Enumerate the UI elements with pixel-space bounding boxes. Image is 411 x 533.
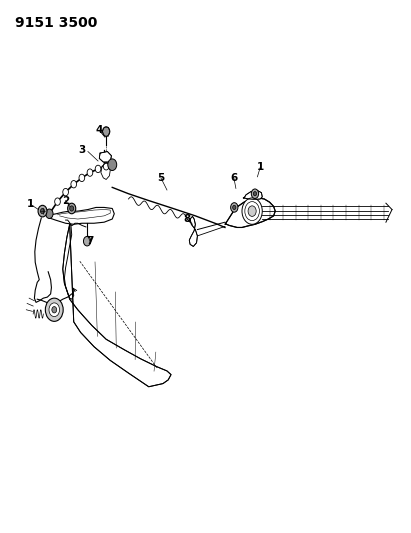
Polygon shape [63,224,171,387]
Circle shape [46,209,53,219]
Circle shape [52,306,57,313]
Circle shape [95,165,101,173]
Circle shape [108,159,117,171]
Circle shape [46,210,52,217]
Circle shape [49,303,60,317]
Circle shape [242,198,262,224]
Text: 8: 8 [184,214,191,224]
Polygon shape [225,198,275,228]
Text: 9151 3500: 9151 3500 [15,16,97,30]
Circle shape [41,208,44,214]
Text: 1: 1 [27,199,34,209]
Circle shape [245,201,259,221]
Circle shape [83,237,91,246]
Circle shape [70,206,74,211]
Circle shape [79,174,85,182]
Polygon shape [47,207,114,224]
Text: 3: 3 [78,146,85,156]
Polygon shape [189,216,197,246]
Circle shape [103,163,109,170]
Circle shape [55,198,60,205]
Circle shape [248,206,256,216]
Circle shape [253,191,256,196]
Circle shape [251,189,259,198]
Polygon shape [243,191,262,199]
Text: 4: 4 [96,125,103,135]
Circle shape [63,189,69,196]
Text: 7: 7 [86,236,94,246]
Circle shape [109,161,115,168]
Circle shape [87,169,93,176]
Circle shape [68,203,76,214]
Circle shape [102,127,110,136]
Circle shape [71,181,76,188]
Circle shape [231,203,238,212]
Polygon shape [99,151,111,162]
Text: 1: 1 [256,163,264,172]
Circle shape [233,205,236,209]
Text: 6: 6 [230,173,238,183]
Text: 2: 2 [62,196,69,206]
Circle shape [45,298,63,321]
Circle shape [38,205,47,217]
Text: 5: 5 [157,173,164,183]
Polygon shape [101,163,110,180]
